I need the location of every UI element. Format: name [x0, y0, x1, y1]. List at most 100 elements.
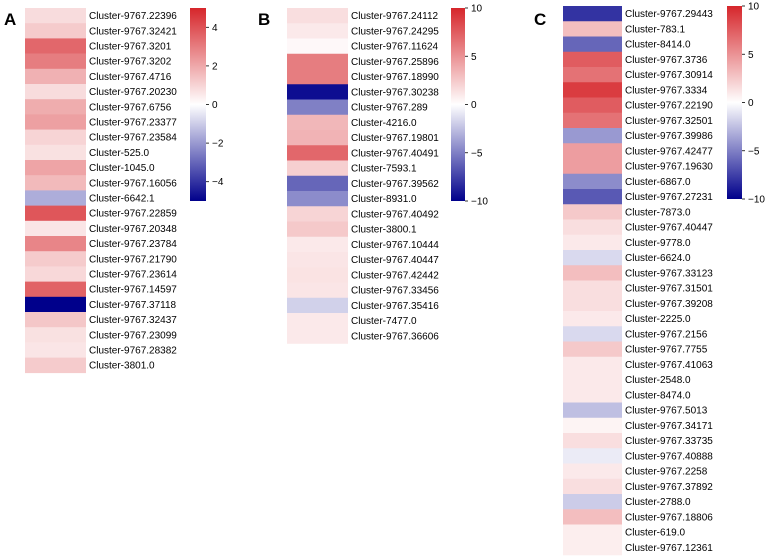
row-label-c-20: Cluster-2225.0: [625, 314, 691, 325]
row-label-a-2: Cluster-9767.3201: [89, 42, 172, 53]
heatmap-cell-c-22: [563, 341, 622, 358]
colorbar-tick-b-4: −10: [471, 197, 488, 208]
row-label-a-22: Cluster-9767.28382: [89, 346, 177, 357]
heatmap-cell-b-5: [287, 84, 348, 100]
colorbar-tick-c-3: −5: [748, 146, 760, 157]
heatmap-cell-c-32: [563, 494, 622, 510]
row-label-b-20: Cluster-7477.0: [351, 316, 417, 327]
row-label-c-0: Cluster-9767.29443: [625, 9, 713, 20]
heatmap-panel-b: Cluster-9767.24112 Cluster-9767.24295 Clus…: [287, 4, 488, 344]
heatmap-cell-c-25: [563, 387, 622, 403]
heatmap-cell-c-7: [563, 112, 622, 129]
heatmap-cell-c-9: [563, 143, 622, 159]
heatmap-cell-c-24: [563, 372, 622, 388]
row-label-b-5: Cluster-9767.30238: [351, 87, 439, 98]
heatmap-cell-b-6: [287, 99, 348, 116]
colorbar-tick-b-0: 10: [471, 4, 483, 15]
heatmap-cell-c-2: [563, 36, 622, 53]
heatmap-cell-a-22: [25, 342, 86, 358]
colorbar-tick-a-0: 4: [212, 23, 218, 34]
row-label-b-4: Cluster-9767.18990: [351, 72, 439, 83]
row-label-b-8: Cluster-9767.19801: [351, 133, 439, 144]
heatmap-cell-c-26: [563, 402, 622, 419]
heatmap-cell-c-15: [563, 234, 622, 251]
row-label-c-33: Cluster-9767.18806: [625, 512, 713, 523]
row-label-c-25: Cluster-8474.0: [625, 390, 691, 401]
row-label-c-18: Cluster-9767.31501: [625, 284, 713, 295]
row-label-c-22: Cluster-9767.7755: [625, 345, 708, 356]
row-label-a-5: Cluster-9767.20230: [89, 87, 177, 98]
heatmap-cell-a-11: [25, 175, 86, 191]
heatmap-cell-a-10: [25, 160, 86, 176]
heatmap-cell-a-9: [25, 144, 86, 161]
row-label-c-7: Cluster-9767.32501: [625, 116, 713, 127]
row-label-c-34: Cluster-619.0: [625, 528, 685, 539]
heatmap-cell-a-12: [25, 190, 86, 206]
heatmap-cell-a-21: [25, 327, 86, 343]
heatmap-panel-a: Cluster-9767.22396 Cluster-9767.32421 Clus…: [25, 8, 224, 374]
row-label-a-10: Cluster-1045.0: [89, 163, 155, 174]
heatmap-panel-c: Cluster-9767.29443 Cluster-783.1 Cluster-8…: [563, 2, 765, 556]
row-label-b-7: Cluster-4216.0: [351, 118, 417, 129]
row-label-a-19: Cluster-9767.37118: [89, 300, 177, 311]
heatmap-cell-b-1: [287, 23, 348, 39]
heatmap-cell-a-0: [25, 8, 86, 24]
heatmap-cell-b-11: [287, 175, 348, 192]
heatmap-cell-c-18: [563, 280, 622, 297]
row-label-c-2: Cluster-8414.0: [625, 40, 691, 51]
heatmap-cell-a-15: [25, 236, 86, 252]
heatmap-cell-c-30: [563, 463, 622, 480]
row-label-a-1: Cluster-9767.32421: [89, 26, 177, 37]
heatmap-cell-b-16: [287, 252, 348, 268]
heatmap-cell-b-0: [287, 8, 348, 24]
heatmap-cell-c-14: [563, 219, 622, 236]
heatmap-cell-a-23: [25, 357, 86, 374]
row-label-a-16: Cluster-9767.21790: [89, 254, 177, 265]
row-label-a-21: Cluster-9767.23099: [89, 330, 177, 341]
panel-label-b: B: [258, 10, 270, 29]
row-label-c-14: Cluster-9767.40447: [625, 223, 713, 234]
row-label-b-21: Cluster-9767.36606: [351, 331, 439, 342]
row-label-a-11: Cluster-9767.16056: [89, 178, 177, 189]
row-label-b-0: Cluster-9767.24112: [351, 11, 439, 22]
colorbar-tick-b-3: −5: [471, 148, 483, 159]
row-label-c-4: Cluster-9767.30914: [625, 70, 713, 81]
heatmap-cell-c-31: [563, 478, 622, 495]
heatmap-cell-a-7: [25, 114, 86, 130]
row-label-c-30: Cluster-9767.2258: [625, 467, 708, 478]
heatmap-cell-b-10: [287, 160, 348, 177]
heatmap-cell-c-6: [563, 97, 622, 114]
row-label-b-12: Cluster-8931.0: [351, 194, 417, 205]
row-label-a-14: Cluster-9767.20348: [89, 224, 177, 235]
heatmap-cell-b-15: [287, 236, 348, 253]
row-label-a-15: Cluster-9767.23784: [89, 239, 177, 250]
panel-label-a: A: [4, 10, 16, 29]
row-label-c-35: Cluster-9767.12361: [625, 543, 713, 554]
row-label-c-6: Cluster-9767.22190: [625, 101, 713, 112]
heatmap-cell-c-28: [563, 433, 622, 449]
heatmap-cell-a-1: [25, 23, 86, 39]
heatmap-cell-c-3: [563, 51, 622, 68]
colorbar-tick-b-2: 0: [471, 100, 477, 111]
row-label-b-10: Cluster-7593.1: [351, 164, 417, 175]
colorbar-tick-a-2: 0: [212, 100, 218, 111]
colorbar-tick-a-4: −4: [212, 177, 224, 188]
heatmap-cell-b-19: [287, 297, 348, 314]
row-label-a-6: Cluster-9767.6756: [89, 102, 172, 113]
heatmap-cell-c-5: [563, 82, 622, 98]
heatmap-cell-a-13: [25, 205, 86, 222]
row-label-c-26: Cluster-9767.5013: [625, 406, 708, 417]
colorbar-c: [727, 6, 742, 199]
row-label-c-9: Cluster-9767.42477: [625, 146, 713, 157]
colorbar-a: [190, 8, 206, 201]
row-label-b-18: Cluster-9767.33456: [351, 286, 439, 297]
row-label-a-18: Cluster-9767.14597: [89, 285, 177, 296]
row-label-a-20: Cluster-9767.32437: [89, 315, 177, 326]
row-label-c-27: Cluster-9767.34171: [625, 421, 713, 432]
heatmap-cell-c-10: [563, 158, 622, 175]
heatmap-cell-c-27: [563, 417, 622, 434]
row-label-a-23: Cluster-3801.0: [89, 361, 155, 372]
heatmap-cell-a-3: [25, 53, 86, 70]
heatmap-cell-c-33: [563, 509, 622, 525]
